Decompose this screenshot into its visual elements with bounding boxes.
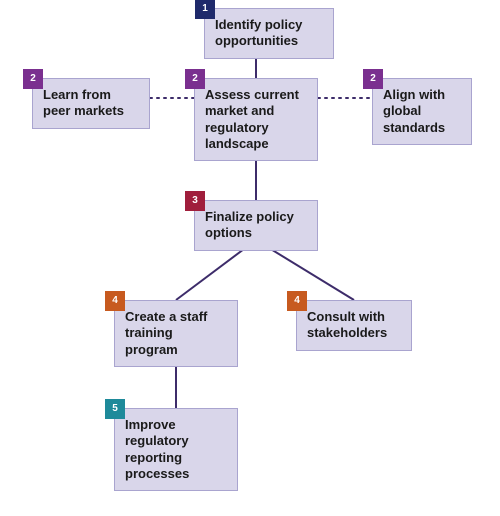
step-number: 4 (112, 295, 118, 308)
step-number: 1 (202, 3, 208, 16)
node-label: Consult with stakeholders (307, 309, 387, 340)
step-number: 2 (30, 73, 36, 86)
flowchart-canvas: 1Identify policy opportunities2Learn fro… (0, 0, 500, 516)
step-badge: 2 (363, 69, 383, 89)
step-number: 2 (370, 73, 376, 86)
node-label: Finalize policy options (205, 209, 294, 240)
node-label: Create a staff training program (125, 309, 207, 357)
step-number: 2 (192, 73, 198, 86)
step-badge: 3 (185, 191, 205, 211)
flow-node: 5Improve regulatory reporting processes (114, 408, 238, 491)
step-badge: 2 (23, 69, 43, 89)
flow-node: 2Assess current market and regulatory la… (194, 78, 318, 161)
step-badge: 5 (105, 399, 125, 419)
flow-node: 2Align with global standards (372, 78, 472, 145)
node-label: Assess current market and regulatory lan… (205, 87, 299, 151)
step-number: 5 (112, 403, 118, 416)
node-label: Align with global standards (383, 87, 445, 135)
flow-node: 4Consult with stakeholders (296, 300, 412, 351)
step-number: 3 (192, 195, 198, 208)
node-label: Improve regulatory reporting processes (125, 417, 189, 481)
flow-node: 2Learn from peer markets (32, 78, 150, 129)
node-label: Identify policy opportunities (215, 17, 302, 48)
flow-node: 1Identify policy opportunities (204, 8, 334, 59)
step-badge: 4 (105, 291, 125, 311)
step-number: 4 (294, 295, 300, 308)
step-badge: 2 (185, 69, 205, 89)
step-badge: 1 (195, 0, 215, 19)
node-label: Learn from peer markets (43, 87, 124, 118)
flow-node: 4Create a staff training program (114, 300, 238, 367)
flow-node: 3Finalize policy options (194, 200, 318, 251)
step-badge: 4 (287, 291, 307, 311)
